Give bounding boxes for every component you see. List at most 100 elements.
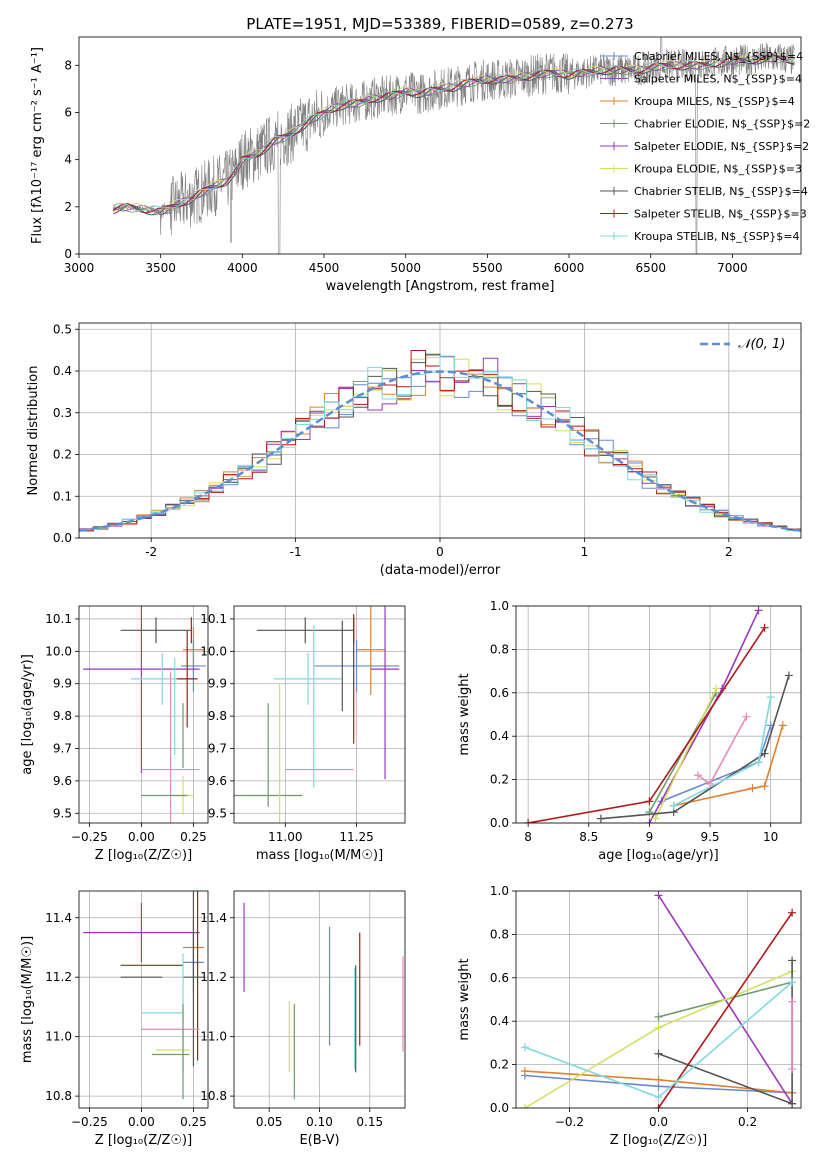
x-tick-label: 0.2	[738, 1115, 757, 1129]
series-marker	[654, 1012, 663, 1021]
model-line	[113, 55, 795, 216]
x-tick-label: 8	[524, 830, 532, 844]
x-tick-label: 7000	[717, 261, 748, 275]
x-tick-label: 11.00	[268, 830, 302, 844]
axes-frame	[515, 890, 802, 1109]
x-axis-label: Z [log₁₀(Z/Z☉)]	[610, 1133, 707, 1148]
x-tick-label: 0.05	[256, 1115, 283, 1129]
x-tick-label: 3000	[64, 261, 95, 275]
series-marker	[760, 782, 769, 791]
y-tick-label: 0.4	[490, 1014, 509, 1028]
axes-frame	[78, 36, 802, 255]
series-marker	[788, 1099, 797, 1108]
x-tick-label: 5000	[390, 261, 421, 275]
legend-label: Chabrier ELODIE, N$_{SSP}$=2	[634, 118, 810, 131]
plot-area	[243, 902, 404, 1100]
y-tick-label: 0	[64, 247, 72, 261]
y-tick-label: 9.5	[53, 806, 72, 820]
x-axis-label: E(B-V)	[299, 1133, 339, 1148]
x-tick-label: 0.15	[356, 1115, 383, 1129]
series-line	[661, 725, 772, 803]
series-marker	[784, 671, 793, 680]
series-marker	[654, 1023, 663, 1032]
chart-3: −0.25 0.00 0.25 9.5 9.6 9.7 9.8 9.9 10.0 10.1 Z [l…	[20, 605, 209, 863]
legend-label: Chabrier STELIB, N$_{SSP}$=4	[634, 185, 808, 198]
series-marker	[742, 712, 751, 721]
x-axis-label: (data-model)/error	[380, 563, 501, 578]
legend-label: 𝒩(0, 1)	[738, 337, 785, 352]
plot-area	[83, 891, 204, 1100]
y-tick-label: 0.4	[490, 729, 509, 743]
y-tick-label: 9.8	[208, 709, 227, 723]
series-marker	[788, 1064, 797, 1073]
x-tick-label: −0.25	[71, 1115, 108, 1129]
chart-4: 11.00 11.25 9.5 9.6 9.7 9.8 9.9 10.0 10.1 mass [l…	[200, 605, 406, 863]
x-tick-label: 4500	[309, 261, 340, 275]
chart-5: 8 8.5 9 9.5 10 0.0 0.2 0.4 0.6 0.8 1.0 age [log₁₀(a…	[457, 599, 802, 863]
plot-area	[83, 606, 206, 823]
y-tick-label: 11.2	[45, 970, 72, 984]
x-tick-label: 5500	[472, 261, 503, 275]
x-tick-label: 9.5	[700, 830, 719, 844]
legend-label: Kroupa ELODIE, N$_{SSP}$=3	[634, 163, 802, 176]
chart-2: -2 -1 0 1 2 0.0 0.1 0.2 0.3 0.4 0.5 (data-model)/er…	[26, 322, 802, 578]
series-line	[673, 725, 784, 807]
y-tick-label: 9.9	[208, 677, 227, 691]
gaussian-curve	[79, 370, 801, 532]
y-tick-label: 0.5	[53, 322, 72, 336]
series-marker	[669, 801, 678, 810]
series-marker	[748, 784, 757, 793]
series-marker	[654, 891, 663, 900]
series-marker	[654, 1093, 663, 1102]
series-line	[657, 912, 793, 1108]
chart-7: 0.05 0.10 0.15 10.8 11.0 11.2 11.4 E(B-V)	[200, 890, 406, 1148]
y-tick-label: 10.1	[45, 612, 72, 626]
series-marker	[654, 1075, 663, 1084]
x-tick-label: 0.25	[180, 830, 207, 844]
y-tick-label: 0.4	[53, 364, 72, 378]
series-marker	[788, 978, 797, 987]
y-tick-label: 11.4	[200, 911, 227, 925]
plot-area	[520, 891, 797, 1108]
y-tick-label: 9.5	[208, 806, 227, 820]
x-tick-label: -2	[145, 545, 157, 559]
series-marker	[693, 771, 702, 780]
legend-label: Chabrier MILES, N$_{SSP}$=4	[634, 50, 803, 63]
y-axis-label: Flux [fλ10⁻¹⁷ erg cm⁻² s⁻¹ A⁻¹]	[30, 47, 45, 244]
x-tick-label: 0.0	[649, 1115, 668, 1129]
model-line	[113, 53, 795, 214]
y-axis-label: mass weight	[457, 673, 472, 755]
series-marker	[520, 1104, 529, 1108]
x-axis-label: Z [log₁₀(Z/Z☉)]	[95, 1133, 192, 1148]
axes-frame	[233, 605, 406, 824]
series-marker	[645, 819, 654, 823]
axes-frame	[78, 605, 209, 824]
y-tick-label: 11.0	[45, 1030, 72, 1044]
y-tick-label: 1.0	[490, 599, 509, 613]
y-tick-label: 11.2	[200, 970, 227, 984]
y-axis-label: mass [log₁₀(M/M☉)]	[20, 936, 35, 1063]
x-tick-label: 0.00	[128, 830, 155, 844]
x-tick-label: −0.2	[555, 1115, 584, 1129]
y-tick-label: 4	[64, 153, 72, 167]
y-axis-label: mass weight	[457, 958, 472, 1040]
series-marker	[651, 814, 660, 823]
series-marker	[520, 1067, 529, 1076]
series-marker	[760, 749, 769, 758]
series-marker	[778, 721, 787, 730]
y-tick-label: 0.6	[490, 686, 509, 700]
y-tick-label: 0.2	[53, 448, 72, 462]
x-axis-label: mass [log₁₀(M/M☉)]	[256, 848, 383, 863]
series-marker	[760, 623, 769, 632]
model-line	[113, 53, 795, 212]
y-tick-label: 2	[64, 200, 72, 214]
y-tick-label: 0.2	[490, 1058, 509, 1072]
y-tick-label: 1.0	[490, 884, 509, 898]
series-marker	[766, 693, 775, 702]
x-tick-label: 0.25	[180, 1115, 207, 1129]
x-axis-label: Z [log₁₀(Z/Z☉)]	[95, 848, 192, 863]
y-tick-label: 0.8	[490, 642, 509, 656]
y-tick-label: 0.0	[490, 1101, 509, 1115]
x-tick-label: 4000	[227, 261, 258, 275]
series-marker	[524, 819, 533, 823]
